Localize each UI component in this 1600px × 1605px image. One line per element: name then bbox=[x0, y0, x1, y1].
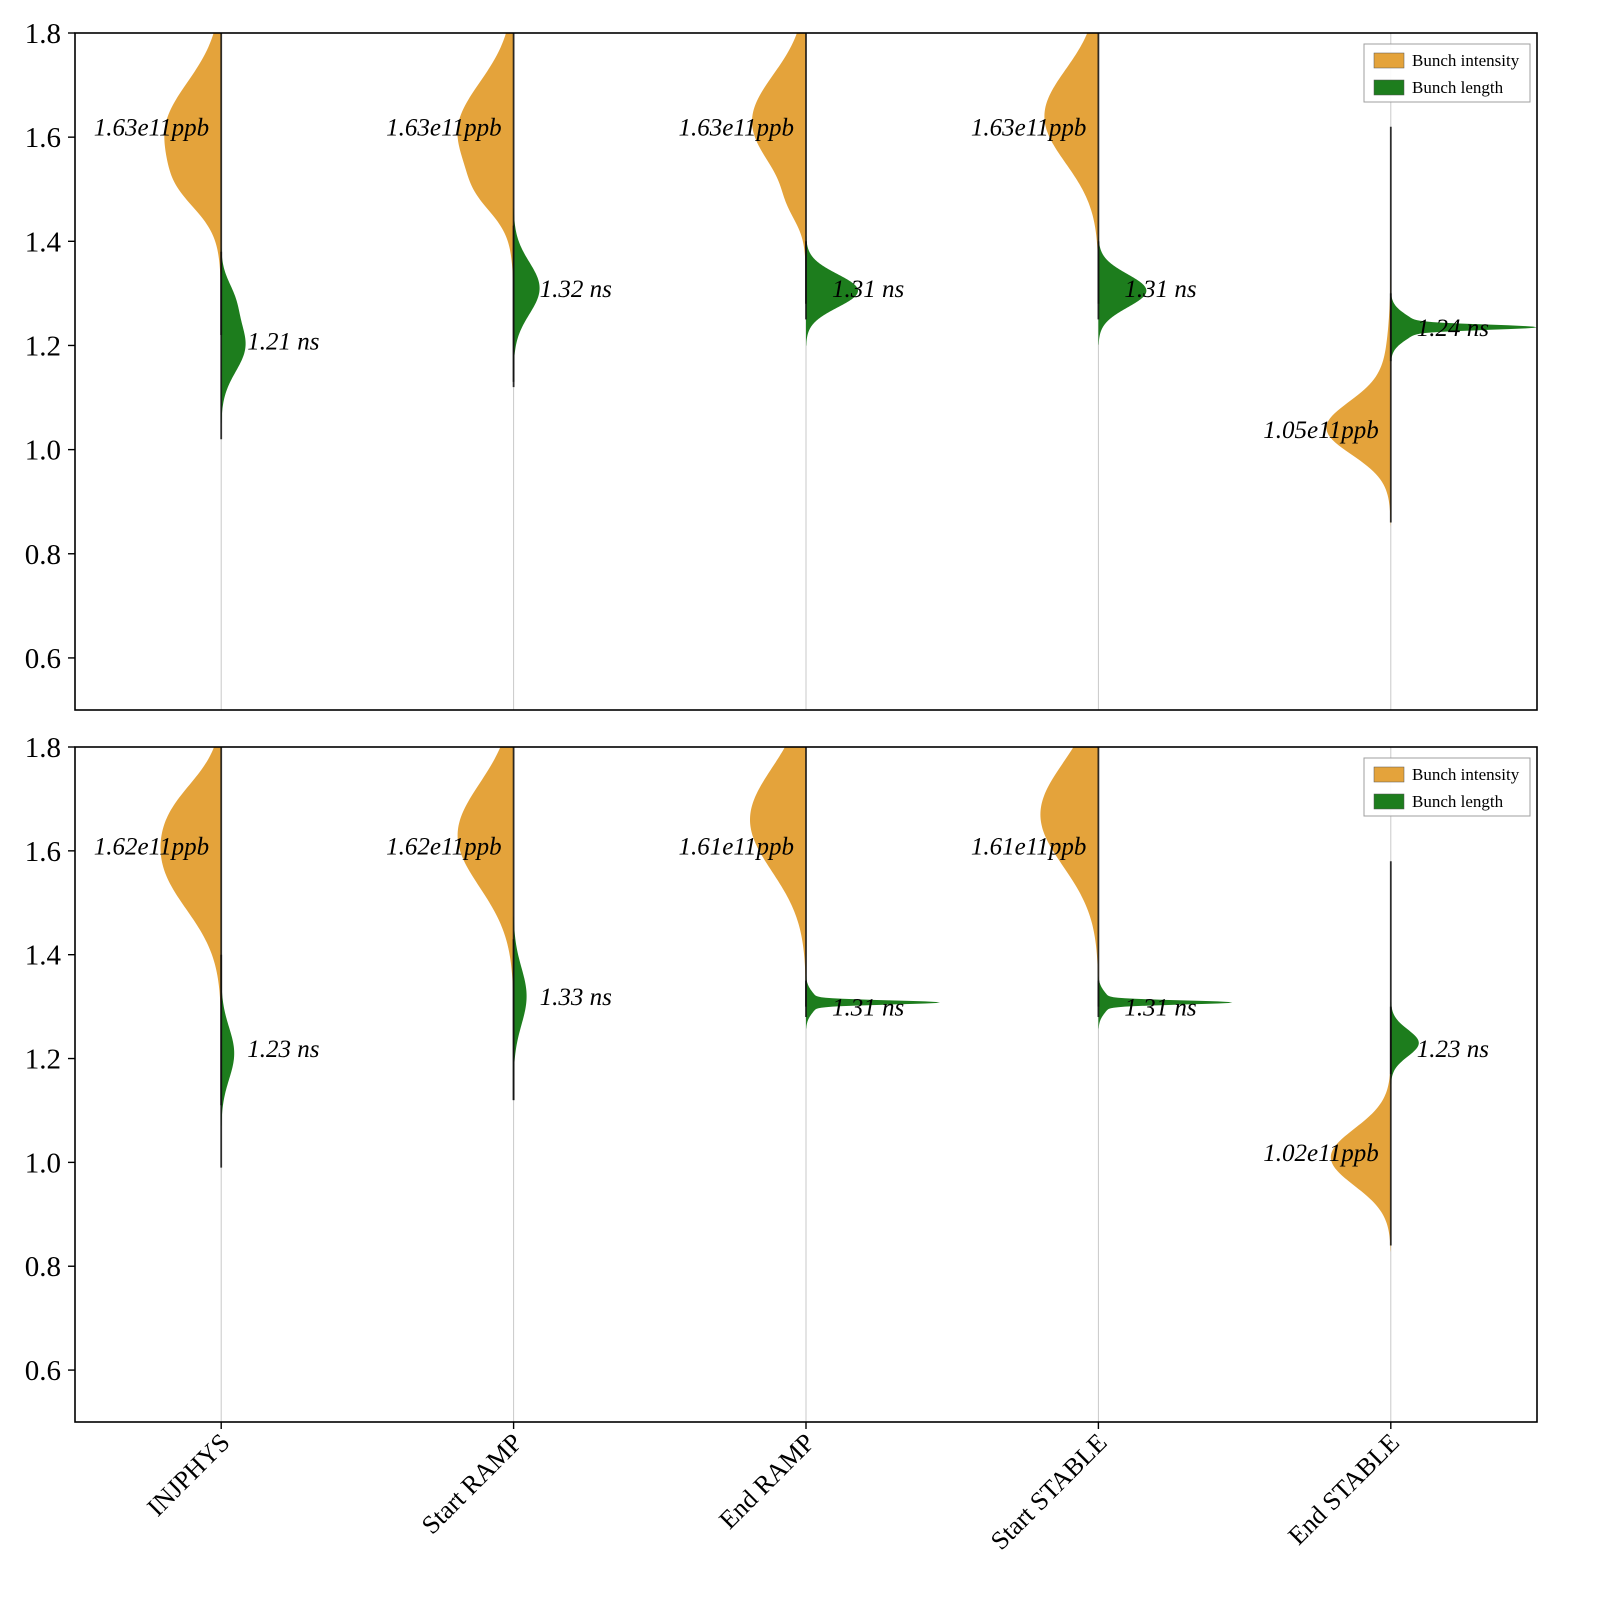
y-tick-label: 1.2 bbox=[25, 330, 61, 362]
x-tick-label: End RAMP bbox=[713, 1428, 820, 1535]
annotation-intensity: 1.61e11ppb bbox=[971, 834, 1087, 861]
legend-swatch-length bbox=[1373, 79, 1405, 96]
y-tick-label: 0.6 bbox=[25, 643, 61, 675]
violin-bunch-intensity bbox=[164, 33, 222, 355]
annotation-length: 1.31 ns bbox=[1124, 276, 1196, 303]
y-tick-label: 1.0 bbox=[25, 1147, 61, 1179]
violin-bunch-length bbox=[806, 960, 940, 1045]
annotation-length: 1.31 ns bbox=[1124, 995, 1196, 1022]
x-tick-label: INJPHYS bbox=[141, 1428, 235, 1522]
panel-top: 1.63e11ppb 1.63e11ppb 1.63e11ppb 1.63e11ppb… bbox=[25, 18, 1538, 711]
violin-bunch-length bbox=[513, 867, 527, 1125]
annotation-intensity: 1.63e11ppb bbox=[94, 115, 210, 142]
annotation-intensity: 1.63e11ppb bbox=[679, 115, 795, 142]
legend-label-length: Bunch length bbox=[1412, 78, 1504, 97]
y-tick-label: 1.0 bbox=[25, 435, 61, 467]
violin-bunch-intensity bbox=[457, 33, 514, 355]
violin-bunch-intensity bbox=[750, 747, 806, 1054]
violin-bunch-intensity bbox=[1040, 747, 1099, 1049]
violin-bunch-length bbox=[221, 936, 235, 1171]
violin-bunch-intensity bbox=[457, 747, 514, 1069]
annotation-length: 1.24 ns bbox=[1417, 315, 1489, 342]
violin-bunch-length bbox=[513, 171, 540, 406]
legend-label-intensity: Bunch intensity bbox=[1412, 765, 1520, 784]
annotation-intensity: 1.62e11ppb bbox=[386, 834, 502, 861]
violin-bunch-intensity bbox=[1326, 186, 1391, 609]
y-tick-label: 1.4 bbox=[25, 226, 62, 258]
violin-bunch-length bbox=[806, 215, 858, 366]
annotation-intensity: 1.02e11ppb bbox=[1263, 1140, 1379, 1167]
panel-bottom: 1.62e11ppb 1.62e11ppb 1.61e11ppb 1.61e11ppb… bbox=[25, 732, 1538, 1556]
x-tick-label: End STABLE bbox=[1282, 1428, 1405, 1551]
violin-bunch-intensity bbox=[752, 33, 806, 333]
legend-label-length: Bunch length bbox=[1412, 792, 1504, 811]
panel-border bbox=[74, 32, 1538, 711]
y-tick-label: 1.4 bbox=[25, 940, 62, 972]
violin-bunch-intensity bbox=[160, 747, 222, 1084]
legend-label-intensity: Bunch intensity bbox=[1412, 51, 1520, 70]
legend-swatch-intensity bbox=[1373, 766, 1405, 783]
legend-swatch-intensity bbox=[1373, 52, 1405, 69]
violin-bunch-length bbox=[1098, 960, 1233, 1045]
y-tick-label: 1.6 bbox=[25, 122, 61, 154]
y-tick-label: 0.6 bbox=[25, 1355, 61, 1387]
annotation-length: 1.31 ns bbox=[832, 276, 904, 303]
legend: Bunch intensity Bunch length bbox=[1363, 757, 1531, 817]
y-tick-label: 1.8 bbox=[25, 732, 61, 764]
violin-bunch-length bbox=[221, 216, 246, 463]
annotation-length: 1.31 ns bbox=[832, 995, 904, 1022]
annotation-length: 1.23 ns bbox=[1417, 1036, 1489, 1063]
annotation-intensity: 1.63e11ppb bbox=[386, 115, 502, 142]
annotation-length: 1.21 ns bbox=[247, 328, 319, 355]
legend: Bunch intensity Bunch length bbox=[1363, 43, 1531, 103]
y-tick-label: 1.6 bbox=[25, 836, 61, 868]
violin-bunch-intensity bbox=[1044, 33, 1099, 328]
annotation-length: 1.32 ns bbox=[540, 276, 612, 303]
y-tick-label: 0.8 bbox=[25, 1251, 61, 1283]
annotation-length: 1.33 ns bbox=[540, 984, 612, 1011]
violin-bunch-length bbox=[1098, 215, 1147, 366]
x-tick-label: Start STABLE bbox=[985, 1428, 1113, 1556]
annotation-intensity: 1.61e11ppb bbox=[679, 834, 795, 861]
annotation-intensity: 1.63e11ppb bbox=[971, 115, 1087, 142]
x-tick-label: Start RAMP bbox=[416, 1428, 528, 1540]
violin-bunch-length bbox=[1390, 982, 1419, 1104]
y-tick-label: 1.8 bbox=[25, 18, 61, 50]
violin-bunch-length bbox=[1390, 275, 1537, 379]
y-tick-label: 1.2 bbox=[25, 1044, 61, 1076]
legend-swatch-length bbox=[1373, 793, 1405, 810]
annotation-intensity: 1.05e11ppb bbox=[1263, 417, 1379, 444]
y-tick-label: 0.8 bbox=[25, 539, 61, 571]
annotation-length: 1.23 ns bbox=[247, 1036, 319, 1063]
annotation-intensity: 1.62e11ppb bbox=[94, 834, 210, 861]
violin-bunch-intensity bbox=[1330, 1028, 1391, 1286]
